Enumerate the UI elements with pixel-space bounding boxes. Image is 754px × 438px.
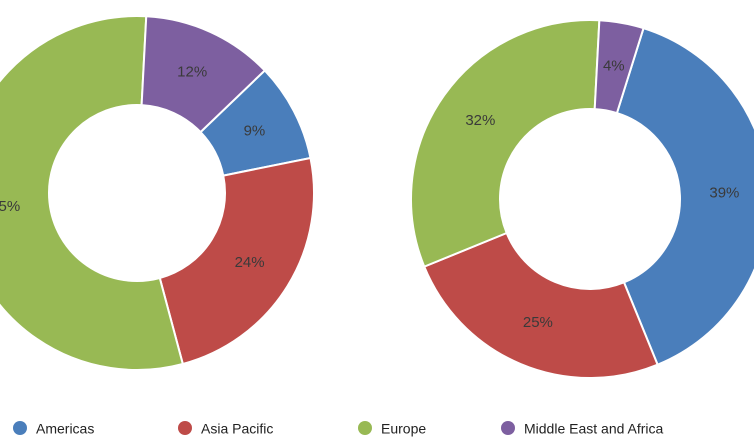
legend-swatch xyxy=(13,421,27,435)
donut-slice xyxy=(422,231,659,379)
data-label: 55% xyxy=(0,198,20,215)
legend-label: Europe xyxy=(381,421,426,437)
donut-slice xyxy=(0,15,185,371)
donut-slice xyxy=(140,15,267,134)
donut-slice xyxy=(593,19,645,115)
legend-swatch xyxy=(358,421,372,435)
data-label: 39% xyxy=(709,184,739,201)
donut-slice xyxy=(158,156,315,366)
data-label: 9% xyxy=(244,123,266,140)
legend-label: Americas xyxy=(36,421,94,437)
data-label: 25% xyxy=(523,314,553,331)
legend-label: Middle East and Africa xyxy=(524,421,664,437)
legend-swatch xyxy=(178,421,192,435)
legend-label: Asia Pacific xyxy=(201,421,273,437)
data-label: 24% xyxy=(235,254,265,271)
donut-slice xyxy=(615,26,754,367)
data-label: 4% xyxy=(603,58,625,75)
legend-swatch xyxy=(501,421,515,435)
donut-slice xyxy=(410,19,601,268)
data-label: 12% xyxy=(177,63,207,80)
data-label: 32% xyxy=(465,112,495,129)
